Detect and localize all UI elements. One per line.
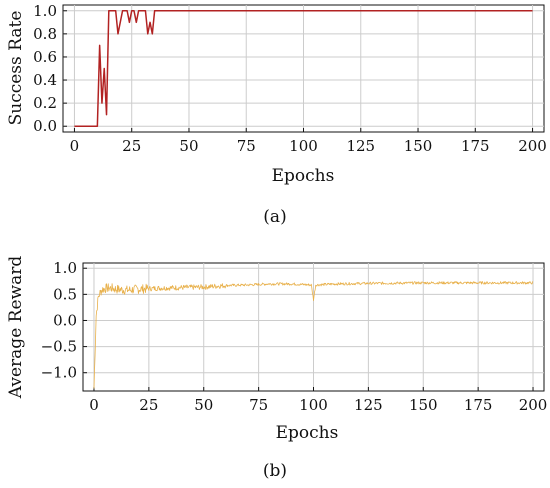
series-b [93,281,534,389]
x-tick-label: 100 [289,137,318,155]
average-reward-chart: 0 25 50 75 100 125 150 175 200−1.0−0.50.00.51.0 … [6,256,547,481]
ticks-b: 0 25 50 75 100 125 150 175 200 −1.0 −0.5 0.0 0.5 1.0 [41,259,548,414]
y-tick-label: 1.0 [53,259,77,277]
y-tick-label: 0.5 [53,285,77,303]
x-tick-label: 25 [139,396,158,414]
success-rate-chart: 0 25 50 75 100 125 150 175 200 0.0 0.2 0.4 0.6 0.8 1.0… [6,2,547,227]
y-tick-label: −0.5 [41,338,77,356]
series-line [93,281,534,389]
y-tick-label: 1.0 [33,2,57,20]
x-tick-label: 200 [518,137,547,155]
ticks-a: 0 25 50 75 100 125 150 175 200 0.0 0.2 0.4 0.6 0.8 1.0 [33,2,547,155]
x-tick-label: 125 [354,396,383,414]
x-tick-label: 50 [194,396,213,414]
x-tick-label: 175 [461,137,490,155]
grid-a [63,5,544,132]
y-axis-label-a: Success Rate [6,11,26,126]
series-a [74,10,533,127]
y-tick-label: 0.0 [53,311,77,329]
y-tick-label: −1.0 [41,364,77,382]
x-tick-label: 175 [464,396,493,414]
x-tick-label: 150 [404,137,433,155]
y-tick-label: 0.2 [33,94,57,112]
y-tick-label: 0.4 [33,71,57,89]
x-tick-label: 125 [346,137,375,155]
x-tick-label: 50 [179,137,198,155]
y-tick-label: 0.8 [33,25,57,43]
y-axis-label-b: Average Reward [6,256,26,400]
x-tick-label: 0 [89,396,99,414]
series-line [74,10,533,127]
x-tick-label: 75 [249,396,268,414]
x-axis-label-a: Epochs [272,166,335,186]
panel-label-b: (b) [263,461,287,481]
x-tick-label: 0 [70,137,80,155]
y-tick-label: 0.6 [33,48,57,66]
y-tick-label: 0.0 [33,117,57,135]
x-tick-label: 75 [237,137,256,155]
x-tick-label: 25 [122,137,141,155]
x-axis-label-b: Epochs [276,423,339,443]
x-tick-label: 100 [299,396,328,414]
grid-b [83,263,544,391]
panel-label-a: (a) [263,207,286,227]
x-tick-label: 150 [409,396,438,414]
x-tick-label: 200 [519,396,548,414]
